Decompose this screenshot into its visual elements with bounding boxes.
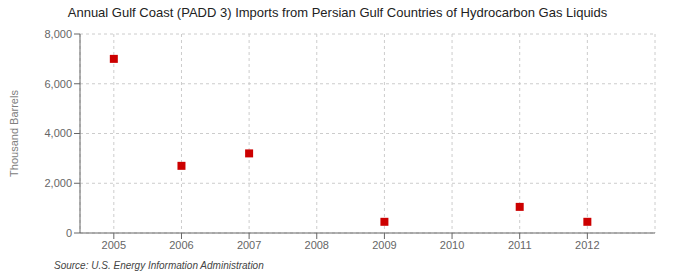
svg-text:2012: 2012 — [575, 239, 599, 251]
html-text:Annual Gulf Coast (PADD 3) Imp: Annual Gulf Coast (PADD 3) Imports from … — [67, 5, 608, 20]
svg-text:2006: 2006 — [169, 239, 193, 251]
svg-text:2010: 2010 — [440, 239, 464, 251]
svg-text:8,000: 8,000 — [44, 28, 72, 40]
svg-text:2,000: 2,000 — [44, 177, 72, 189]
html-text:Source: U.S. Energy Informatio: Source: U.S. Energy Information Administ… — [54, 260, 264, 271]
svg-text:0: 0 — [66, 227, 72, 239]
svg-text:2005: 2005 — [102, 239, 126, 251]
svg-text:4,000: 4,000 — [44, 127, 72, 139]
svg-text:6,000: 6,000 — [44, 78, 72, 90]
svg-text:Thousand Barrels: Thousand Barrels — [8, 90, 20, 177]
svg-text:2011: 2011 — [508, 239, 532, 251]
svg-text:2007: 2007 — [237, 239, 261, 251]
svg-text:2009: 2009 — [372, 239, 396, 251]
svg-text:2008: 2008 — [305, 239, 329, 251]
